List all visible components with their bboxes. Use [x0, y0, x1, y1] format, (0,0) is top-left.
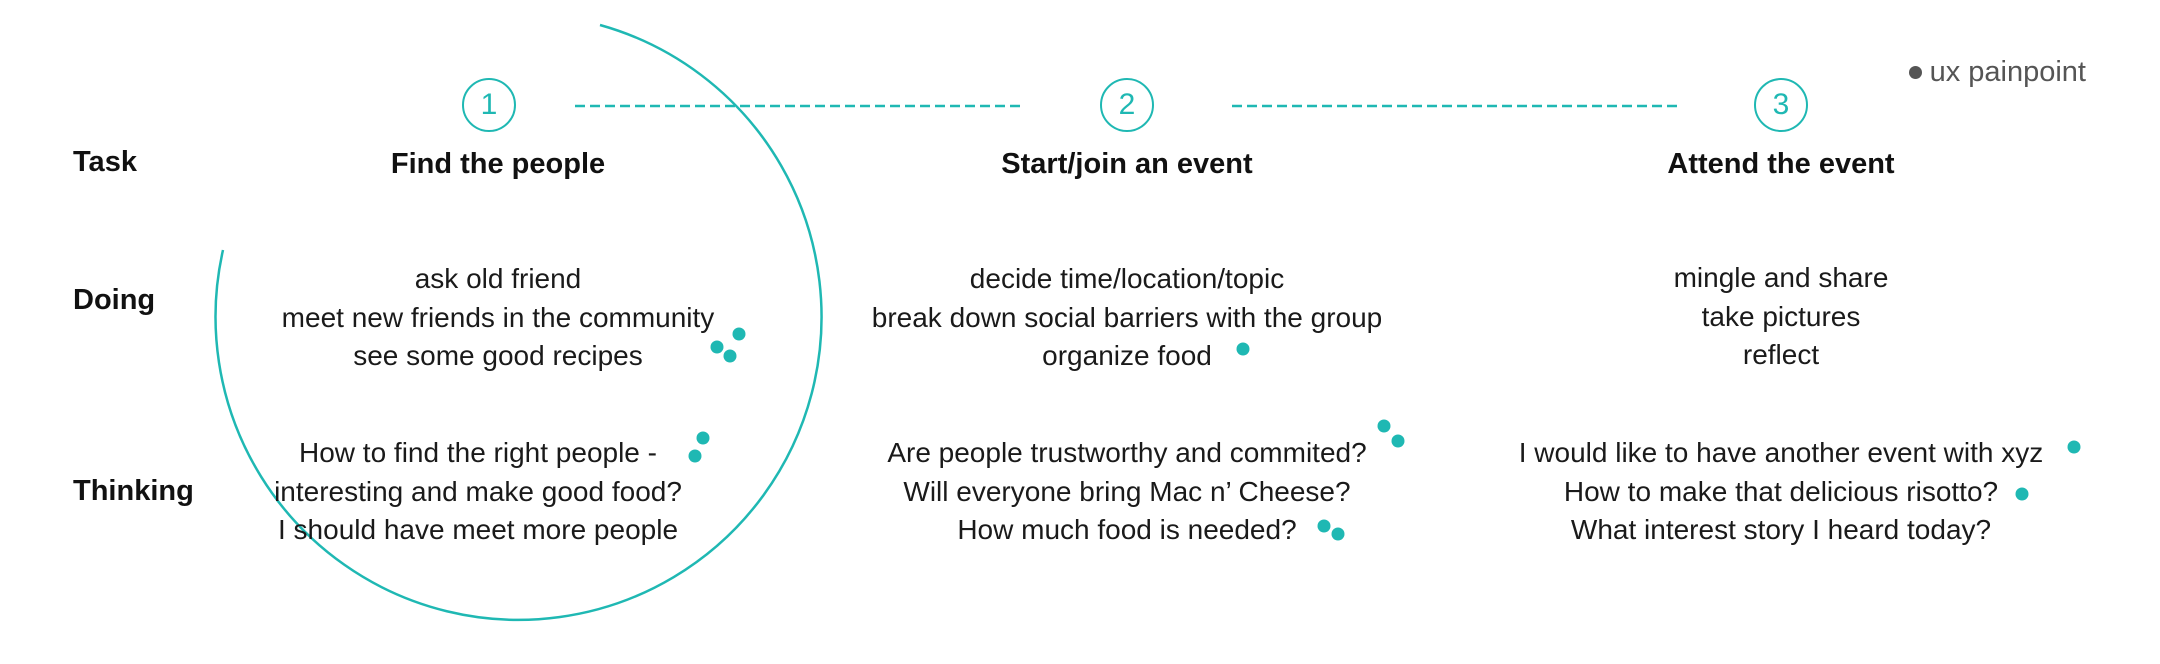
- painpoint-dot: [696, 431, 710, 445]
- thinking-item: How much food is needed?: [957, 514, 1297, 545]
- thinking-item: Are people trustworthy and commited?: [887, 437, 1367, 468]
- step-1-number-badge: 1: [462, 78, 516, 132]
- step-1-title: Find the people: [390, 148, 606, 180]
- doing-item: mingle and share: [1673, 262, 1889, 293]
- thinking-item: I should have meet more people: [277, 514, 679, 545]
- step-1-thinking: How to find the right people - interesti…: [118, 434, 838, 550]
- doing-item: take pictures: [1701, 300, 1861, 332]
- painpoint-dot: [710, 340, 724, 354]
- legend-dot-icon: [1908, 66, 1922, 79]
- thinking-item: I would like to have another event with …: [1518, 437, 2044, 468]
- doing-item: ask old friend: [414, 263, 582, 294]
- step-2-doing: decide time/location/topic break down so…: [767, 260, 1487, 376]
- doing-item: organize food: [1042, 340, 1212, 371]
- doing-item: meet new friends in the community: [281, 301, 715, 333]
- painpoint-dot: [688, 449, 702, 463]
- legend-label: ux painpoint: [1929, 56, 2086, 88]
- painpoint-dot: [1331, 527, 1345, 541]
- thinking-item: How to find the right people -: [299, 437, 657, 468]
- painpoint-dot: [723, 349, 737, 363]
- painpoint-dot: [1377, 419, 1391, 433]
- step-3-title: Attend the event: [1667, 148, 1895, 180]
- step-3-number-badge: 3: [1754, 78, 1808, 132]
- step-3-doing: mingle and share take pictures reflect: [1421, 259, 2141, 375]
- doing-item: see some good recipes: [353, 340, 643, 371]
- painpoint-dot: [732, 327, 746, 341]
- row-label-task: Task: [73, 146, 137, 178]
- doing-item: break down social barriers with the grou…: [871, 301, 1383, 333]
- doing-item: reflect: [1742, 339, 1820, 370]
- row-label-doing: Doing: [73, 284, 156, 316]
- painpoint-dot: [2067, 440, 2081, 454]
- thinking-item: How to make that delicious risotto?: [1563, 475, 1999, 507]
- step-2-title: Start/join an event: [1001, 148, 1253, 180]
- thinking-item: Will everyone bring Mac n’ Cheese?: [903, 475, 1351, 507]
- step-2-number-badge: 2: [1100, 78, 1154, 132]
- doing-item: decide time/location/topic: [969, 263, 1285, 294]
- row-label-thinking: Thinking: [73, 475, 194, 507]
- thinking-item: What interest story I heard today?: [1570, 514, 1992, 545]
- painpoint-dot: [1236, 342, 1250, 356]
- painpoint-dot: [2015, 487, 2029, 501]
- painpoint-dot: [1391, 434, 1405, 448]
- painpoint-dot: [1317, 519, 1331, 533]
- step-3-thinking: I would like to have another event with …: [1421, 434, 2141, 550]
- thinking-item: interesting and make good food?: [274, 475, 682, 507]
- legend: ux painpoint: [1908, 56, 2086, 89]
- highlight-circle: [214, 23, 823, 622]
- step-2-thinking: Are people trustworthy and commited? Wil…: [767, 434, 1487, 550]
- step-1-doing: ask old friend meet new friends in the c…: [138, 260, 858, 376]
